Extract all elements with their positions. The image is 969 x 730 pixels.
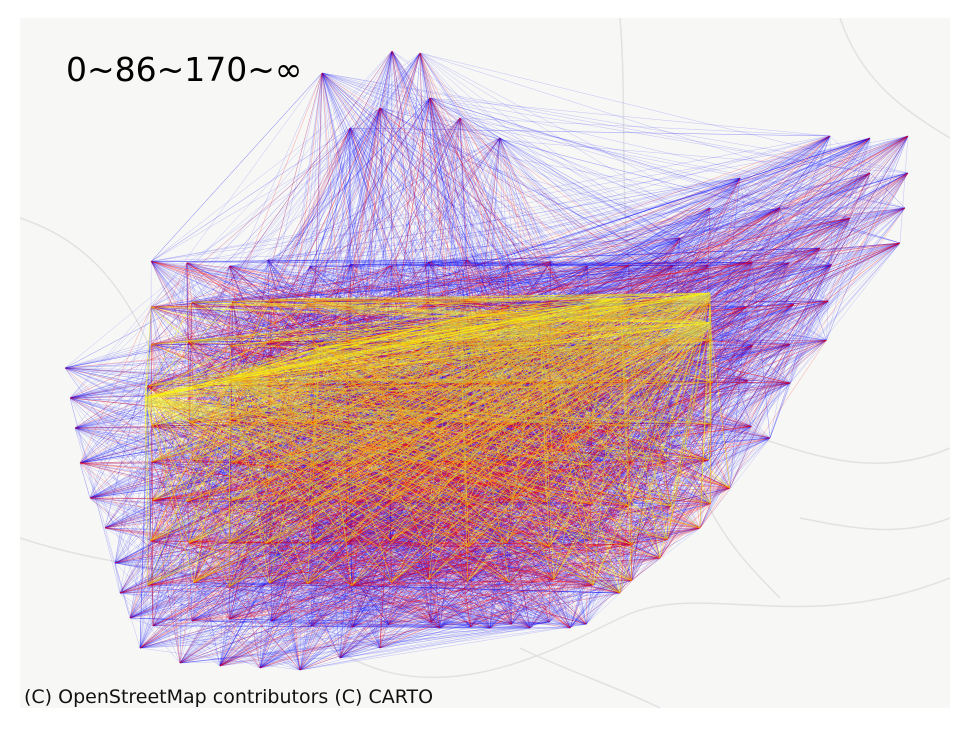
flow-bins-legend: 0~86~170~∞ — [66, 50, 303, 89]
flow-lines-high — [144, 292, 731, 594]
basemap-roads — [20, 18, 950, 708]
map-attribution: (C) OpenStreetMap contributors (C) CARTO — [24, 686, 434, 708]
flow-map-canvas — [20, 18, 950, 708]
map-view[interactable]: 0~86~170~∞ (C) OpenStreetMap contributor… — [20, 18, 950, 708]
